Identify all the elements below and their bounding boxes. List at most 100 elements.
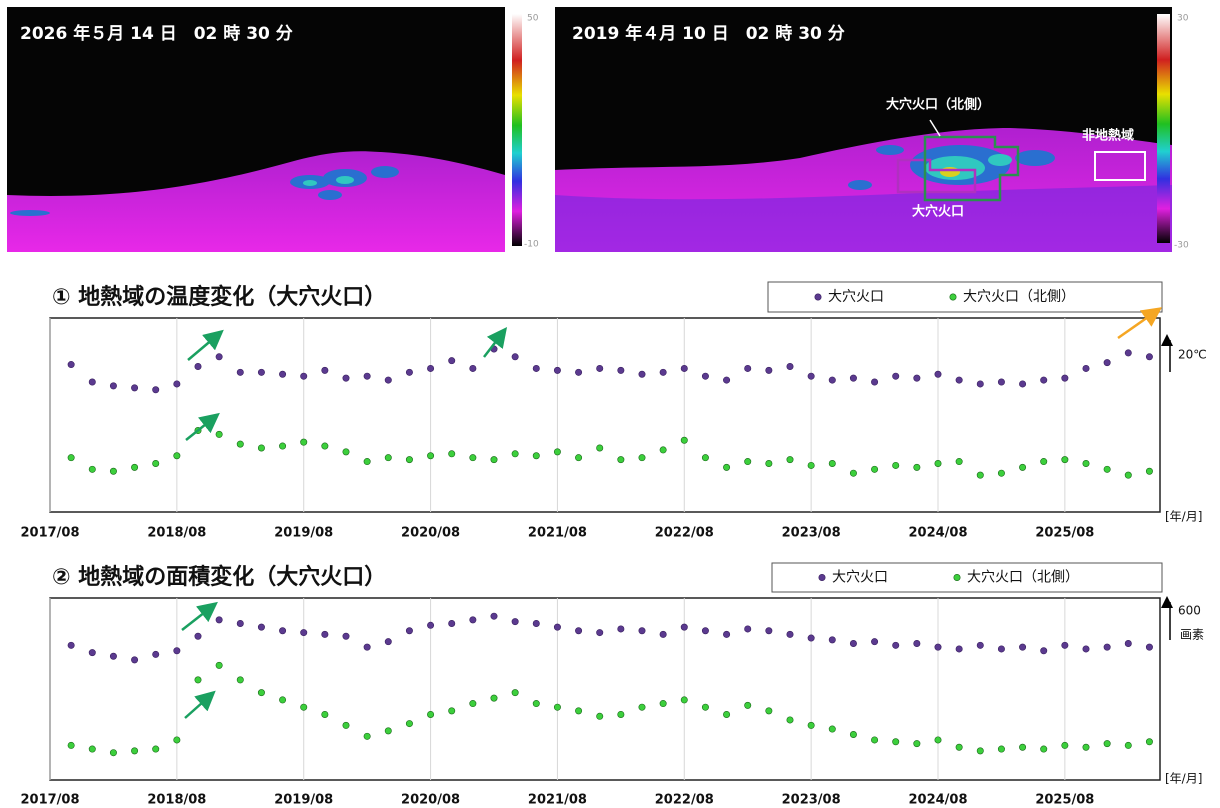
point <box>1040 458 1048 466</box>
point <box>511 618 519 626</box>
point <box>807 721 815 729</box>
point <box>109 749 117 757</box>
point <box>955 645 963 653</box>
point <box>1019 380 1027 388</box>
point <box>511 689 519 697</box>
point <box>744 364 752 372</box>
point <box>490 694 498 702</box>
point <box>363 732 371 740</box>
x-tick-label: 2020/08 <box>401 793 460 808</box>
point <box>279 442 287 450</box>
point <box>807 634 815 642</box>
point <box>342 632 350 640</box>
point <box>279 627 287 635</box>
point <box>765 627 773 635</box>
point <box>1040 745 1048 753</box>
point <box>173 647 181 655</box>
x-tick-label: 2017/08 <box>20 526 79 541</box>
point <box>405 627 413 635</box>
point <box>194 676 202 684</box>
point <box>871 465 879 473</box>
point <box>109 467 117 475</box>
point <box>1124 471 1132 479</box>
point <box>680 623 688 631</box>
point <box>680 364 688 372</box>
point <box>575 627 583 635</box>
point <box>1124 741 1132 749</box>
point <box>575 707 583 715</box>
point <box>1061 374 1069 382</box>
point <box>511 353 519 361</box>
point <box>976 380 984 388</box>
scale-min: -30 <box>1174 241 1189 251</box>
point <box>955 743 963 751</box>
point <box>617 456 625 464</box>
point <box>1082 743 1090 751</box>
point <box>67 361 75 369</box>
point <box>1040 376 1048 384</box>
point <box>532 364 540 372</box>
point <box>215 353 223 361</box>
x-tick-label: 2025/08 <box>1035 793 1094 808</box>
point <box>257 623 265 631</box>
legend-label: 大穴火口（北側） <box>963 289 1075 305</box>
point <box>67 641 75 649</box>
point <box>88 745 96 753</box>
x-tick-label: 2017/08 <box>20 793 79 808</box>
point <box>131 656 139 664</box>
point <box>448 619 456 627</box>
point <box>511 450 519 458</box>
plot-area <box>49 597 1161 781</box>
point <box>427 364 435 372</box>
point <box>109 652 117 660</box>
x-tick-label: 2022/08 <box>655 793 714 808</box>
point <box>892 461 900 469</box>
point <box>88 465 96 473</box>
x-tick-label: 2018/08 <box>147 793 206 808</box>
point <box>892 372 900 380</box>
point <box>236 619 244 627</box>
legend-label: 大穴火口 <box>832 570 888 586</box>
point <box>723 630 731 638</box>
point <box>680 436 688 444</box>
point <box>1145 643 1153 651</box>
point <box>257 689 265 697</box>
point <box>300 703 308 711</box>
point <box>596 444 604 452</box>
point <box>934 370 942 378</box>
point <box>152 459 160 467</box>
point <box>405 456 413 464</box>
point <box>279 370 287 378</box>
scale-min: -10 <box>524 240 539 250</box>
x-tick-label: 2025/08 <box>1035 526 1094 541</box>
x-tick-label: 2023/08 <box>782 526 841 541</box>
point <box>744 625 752 633</box>
scale-label: 600 <box>1178 604 1201 618</box>
point <box>955 376 963 384</box>
point <box>659 630 667 638</box>
point <box>384 376 392 384</box>
point <box>321 710 329 718</box>
point <box>553 366 561 374</box>
point <box>1019 643 1027 651</box>
point <box>997 645 1005 653</box>
point <box>828 725 836 733</box>
point <box>596 364 604 372</box>
thermal-image-right: 2019 年４月 10 日 02 時 30 分 30 -30 大穴火口（北側） … <box>555 7 1189 252</box>
point <box>934 459 942 467</box>
point <box>913 639 921 647</box>
point <box>553 703 561 711</box>
point <box>215 616 223 624</box>
point <box>849 639 857 647</box>
point <box>469 454 477 462</box>
point <box>342 448 350 456</box>
point <box>405 720 413 728</box>
point <box>1124 349 1132 357</box>
point <box>173 736 181 744</box>
x-tick-label: 2021/08 <box>528 526 587 541</box>
point <box>1061 641 1069 649</box>
point <box>553 623 561 631</box>
point <box>1124 639 1132 647</box>
point <box>67 741 75 749</box>
